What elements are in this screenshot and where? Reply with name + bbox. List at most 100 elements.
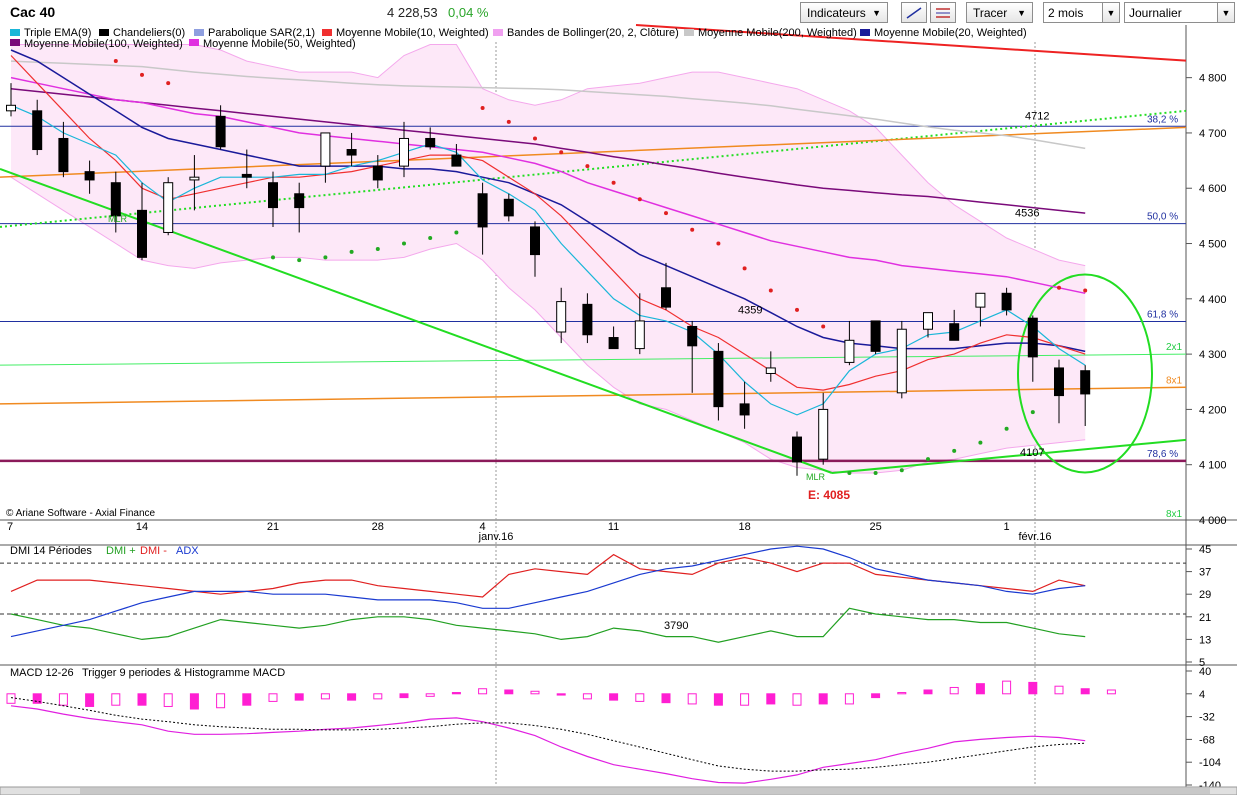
candle-body [189, 176, 200, 181]
candle [503, 193, 514, 222]
macd-histogram-bar [85, 693, 95, 707]
price-change: 0,04 % [448, 5, 489, 20]
candle [896, 320, 907, 399]
copyright-text: © Ariane Software - Axial Finance [6, 508, 156, 519]
dmi-y-tick-label: 13 [1199, 634, 1211, 646]
candle [346, 132, 357, 167]
legend-label: Moyenne Mobile(200, Weighted) [698, 27, 857, 39]
draw-button[interactable]: Tracer ▼ [966, 2, 1033, 23]
sar-dot [506, 119, 511, 124]
interval-select[interactable]: Journalier ▼ [1124, 2, 1235, 23]
indicators-label: Indicateurs [807, 5, 866, 20]
candle-body [713, 350, 724, 408]
adx-legend: ADX [176, 545, 199, 557]
candle [975, 292, 986, 327]
legend-swatch [684, 29, 694, 36]
macd-histogram-bar [792, 693, 802, 706]
macd-histogram-bar [111, 693, 121, 706]
macd-histogram-bar [1054, 685, 1064, 695]
indicators-button[interactable]: Indicateurs ▼ [800, 2, 888, 23]
dmi-y-tick-label: 5 [1199, 657, 1205, 669]
candle [582, 293, 593, 344]
sar-dot [795, 307, 799, 312]
dmi-plus-legend: DMI + [106, 545, 136, 557]
candle-body [687, 325, 698, 347]
macd-histogram-bar [713, 693, 723, 706]
x-axis-tick-label: 14 [136, 521, 148, 533]
candle-body [792, 436, 802, 463]
macd-histogram-bar [1080, 688, 1090, 695]
chevron-down-icon: ▼ [1102, 3, 1119, 22]
fan-label: 8x1 [1166, 375, 1183, 386]
up-trendline [831, 438, 1187, 474]
sar-dot [637, 197, 642, 202]
dmi-y-tick-label: 21 [1199, 612, 1211, 624]
macd-histogram-bar [1028, 681, 1038, 695]
level-label: 4712 [1025, 110, 1049, 122]
candle-body [451, 154, 462, 167]
macd-histogram-bar [661, 693, 671, 704]
macd-y-tick-label: 40 [1199, 666, 1211, 678]
dmi-annotation: 3790 [664, 620, 688, 632]
bollinger-lower-line [10, 176, 1086, 474]
candle-body [215, 115, 226, 148]
macd-y-tick-label: -104 [1199, 757, 1221, 769]
macd-histogram-bar [635, 693, 645, 702]
y-axis-tick-label: 4 100 [1199, 460, 1227, 472]
trendline-icon [906, 6, 922, 19]
legend-swatch [493, 29, 503, 36]
legend-label: Chandeliers(0) [113, 27, 185, 39]
candle-body [477, 193, 488, 228]
candle-body [163, 182, 174, 233]
sar-dot [664, 211, 668, 216]
macd-histogram-bar [1106, 689, 1116, 695]
candle [137, 182, 147, 261]
macd-histogram-bar [189, 693, 199, 710]
scrollbar-thumb [80, 788, 1210, 794]
candle-body [661, 287, 671, 308]
candle-body [110, 182, 121, 217]
y-axis-tick-label: 4 500 [1199, 239, 1227, 251]
candle [32, 99, 43, 156]
trendline-tool-button[interactable] [901, 2, 927, 23]
x-axis-tick-label: 18 [738, 521, 750, 533]
candle-body [425, 137, 436, 148]
sar-dot [768, 288, 773, 293]
interval-value: Journalier [1129, 5, 1182, 20]
candle-body [346, 149, 357, 156]
dmi-minus-legend: DMI - [140, 545, 167, 557]
candle-body [739, 403, 750, 416]
candle-body [923, 312, 933, 330]
candle [425, 127, 436, 150]
macd-histogram-bar [1002, 680, 1012, 695]
period-select[interactable]: 2 mois ▼ [1043, 2, 1120, 23]
macd-histogram-bar [556, 693, 566, 696]
candle-body [1054, 367, 1064, 397]
macd-histogram-bar [766, 693, 776, 705]
candle-body [765, 367, 776, 374]
candle [661, 262, 671, 310]
macd-histogram-bar [687, 693, 697, 705]
ma100-line [10, 87, 1086, 214]
macd-y-tick-label: 4 [1199, 689, 1205, 701]
horizontal-line-tool-button[interactable] [930, 2, 956, 23]
fib-label: 50,0 % [1147, 212, 1178, 223]
orange-fan-line-upper [0, 126, 1187, 178]
candle-body [975, 292, 986, 308]
sar-dot [533, 136, 537, 141]
candle-body [241, 173, 252, 178]
dotted-trendline [0, 109, 1187, 228]
level-label: 4536 [1015, 208, 1039, 220]
sar-dot [349, 249, 354, 254]
candle [58, 121, 69, 178]
sar-dot [585, 164, 590, 169]
dmi-series-line [10, 553, 1086, 598]
legend-label: Moyenne Mobile(10, Weighted) [336, 27, 489, 39]
legend-swatch [322, 29, 332, 36]
legend-label: Parabolique SAR(2,1) [208, 27, 315, 39]
macd-histogram-bar [923, 689, 933, 695]
sar-dot [297, 258, 302, 263]
level-label: 4359 [738, 304, 762, 316]
candle-body [372, 165, 383, 181]
